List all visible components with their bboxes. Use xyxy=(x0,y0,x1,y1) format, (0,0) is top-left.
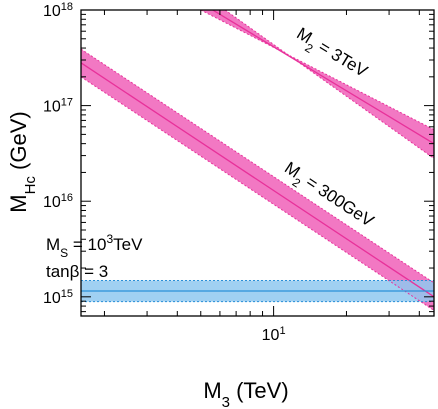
series-0-line xyxy=(212,10,434,145)
plot-frame xyxy=(80,9,435,317)
series-0-band xyxy=(200,10,434,159)
series-0-band-lower-edge xyxy=(224,10,434,159)
series-1-band-upper-edge xyxy=(81,48,434,284)
lines-layer xyxy=(81,10,434,311)
series-1-band-lower-edge xyxy=(81,76,434,311)
y-tick-label: 1017 xyxy=(43,97,73,116)
series-1-line xyxy=(81,62,434,298)
y-axis-title: MHc (GeV) xyxy=(6,111,39,212)
annotation-ms: MS = 103TeV xyxy=(46,232,143,260)
y-tick-label: 1016 xyxy=(43,192,73,211)
y-tick-label: 1015 xyxy=(43,288,73,307)
y-tick-label: 1018 xyxy=(43,1,73,20)
bands-layer xyxy=(81,10,434,311)
ticks-layer: 101 1015 1016 1017 1018 xyxy=(43,1,434,344)
annotation-tanbeta: tanβ = 3 xyxy=(46,262,108,281)
x-tick-label: 101 xyxy=(262,325,286,344)
x-axis-title: M3 (TeV) xyxy=(203,378,288,409)
